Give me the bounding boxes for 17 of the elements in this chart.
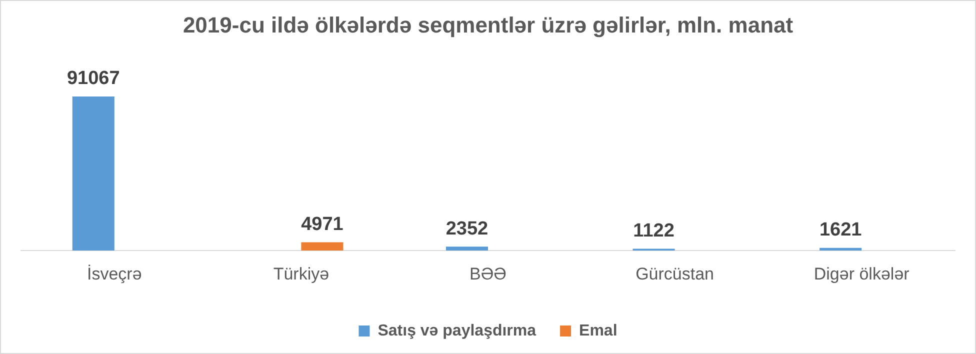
x-tick-label: Digər ölkələr [814, 264, 910, 284]
x-tick-label: Gürcüstan [636, 264, 714, 284]
x-tick-label: Türkiyə [273, 264, 330, 284]
data-label: 1621 [819, 220, 862, 241]
legend-label: Satış və paylaşdırma [378, 322, 536, 340]
bar [820, 248, 862, 251]
chart-title: 2019-cu ildə ölkələrdə seqmentlər üzrə gəlirlər, mln. manat [182, 12, 794, 38]
data-label: 4971 [301, 214, 344, 235]
legend-label: Emal [579, 322, 618, 340]
data-label: 91067 [66, 68, 120, 90]
x-tick-label: BƏƏ [470, 264, 507, 284]
bar [301, 242, 344, 251]
bar [446, 246, 488, 251]
x-tick-label: İsveçrə [87, 264, 142, 284]
data-label: 2352 [446, 218, 488, 240]
data-label: 1122 [633, 220, 674, 242]
bar [72, 96, 114, 251]
